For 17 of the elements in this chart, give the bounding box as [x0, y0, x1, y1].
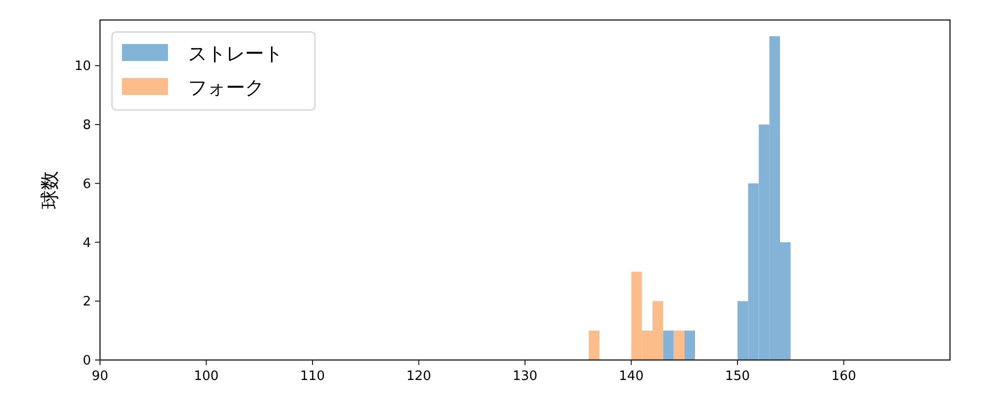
x-tick-label: 130	[512, 369, 538, 384]
y-tick-label: 4	[82, 236, 91, 251]
x-tick-label: 110	[300, 369, 325, 384]
x-tick-label: 140	[618, 369, 644, 384]
y-tick-label: 10	[74, 59, 91, 74]
x-tick-label: 160	[831, 369, 856, 384]
x-tick-label: 90	[92, 369, 108, 384]
legend-label: フォーク	[188, 77, 264, 99]
y-tick-label: 2	[82, 294, 91, 310]
x-tick-label: 100	[194, 369, 219, 384]
x-tick-label: 120	[406, 369, 432, 384]
y-tick-label: 0	[82, 354, 91, 368]
y-tick-label: 8	[82, 118, 91, 133]
y-tick-label: 6	[82, 176, 91, 192]
x-tick-label: 150	[725, 369, 750, 384]
legend-label: ストレート	[188, 43, 283, 65]
y-axis-title: 球数	[39, 171, 61, 209]
